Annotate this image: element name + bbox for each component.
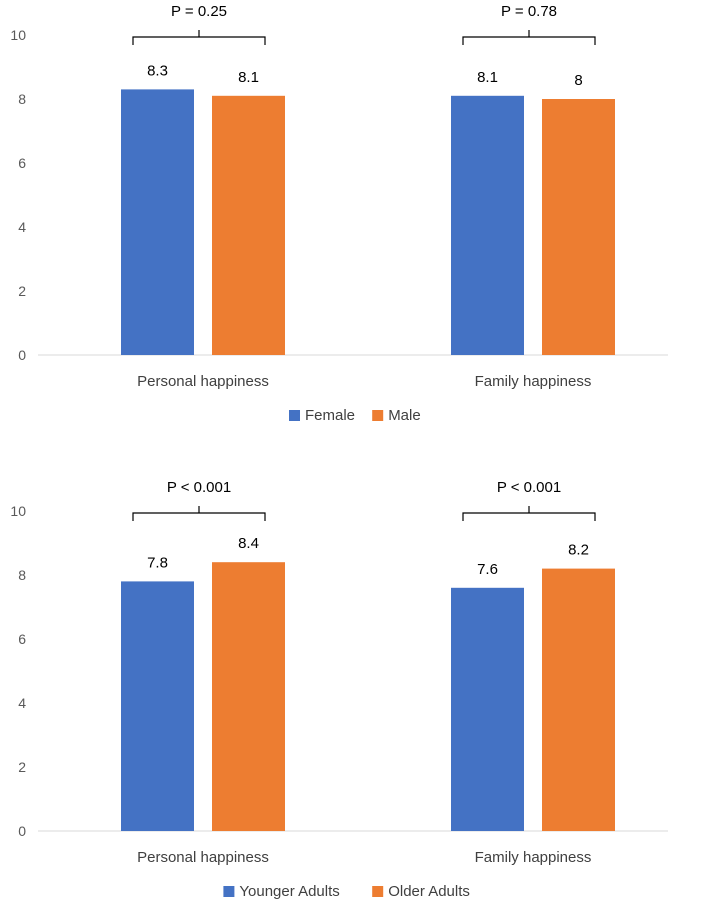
category-label: Family happiness xyxy=(475,849,592,866)
y-tick-label: 10 xyxy=(10,503,26,519)
bar-male-1 xyxy=(542,99,615,355)
bar-older-adults-0 xyxy=(212,562,285,831)
p-value-label: P < 0.001 xyxy=(497,479,561,496)
legend-swatch xyxy=(372,410,384,421)
p-value-label: P = 0.78 xyxy=(501,3,557,20)
y-tick-label: 4 xyxy=(18,695,26,711)
y-tick-label: 8 xyxy=(18,567,26,583)
data-label: 7.6 xyxy=(477,561,498,578)
category-label: Personal happiness xyxy=(137,373,269,390)
bar-female-1 xyxy=(451,95,524,356)
legend-label: Female xyxy=(305,407,355,424)
y-tick-label: 8 xyxy=(18,91,26,107)
y-tick-label: 4 xyxy=(18,219,26,235)
significance-bracket xyxy=(132,30,266,45)
legend-label: Male xyxy=(388,407,421,424)
y-tick-label: 6 xyxy=(18,155,26,171)
data-label: 8.3 xyxy=(147,62,168,79)
data-label: 8.4 xyxy=(238,535,259,552)
bar-younger-adults-0 xyxy=(121,581,194,831)
legend-label: Older Adults xyxy=(388,883,470,900)
legend-swatch xyxy=(372,886,384,897)
significance-bracket xyxy=(462,30,596,45)
legend-swatch xyxy=(223,886,235,897)
bar-female-0 xyxy=(121,89,194,356)
bar-younger-adults-1 xyxy=(451,587,524,831)
data-label: 8.1 xyxy=(477,69,498,86)
legend-swatch xyxy=(289,410,300,421)
significance-bracket xyxy=(132,506,266,521)
bar-older-adults-1 xyxy=(542,568,615,831)
data-label: 8.2 xyxy=(568,542,589,559)
category-label: Personal happiness xyxy=(137,849,269,866)
data-label: 8.1 xyxy=(238,69,259,86)
category-label: Family happiness xyxy=(475,373,592,390)
y-tick-label: 2 xyxy=(18,283,26,299)
significance-bracket xyxy=(462,506,596,521)
data-label: 7.8 xyxy=(147,554,168,571)
y-tick-label: 6 xyxy=(18,631,26,647)
bar-male-0 xyxy=(212,95,285,356)
y-tick-label: 0 xyxy=(18,823,26,839)
p-value-label: P < 0.001 xyxy=(167,479,231,496)
data-label: 8 xyxy=(574,72,582,89)
p-value-label: P = 0.25 xyxy=(171,3,227,20)
y-tick-label: 2 xyxy=(18,759,26,775)
y-tick-label: 0 xyxy=(18,347,26,363)
legend-label: Younger Adults xyxy=(239,883,339,900)
y-tick-label: 10 xyxy=(10,27,26,43)
